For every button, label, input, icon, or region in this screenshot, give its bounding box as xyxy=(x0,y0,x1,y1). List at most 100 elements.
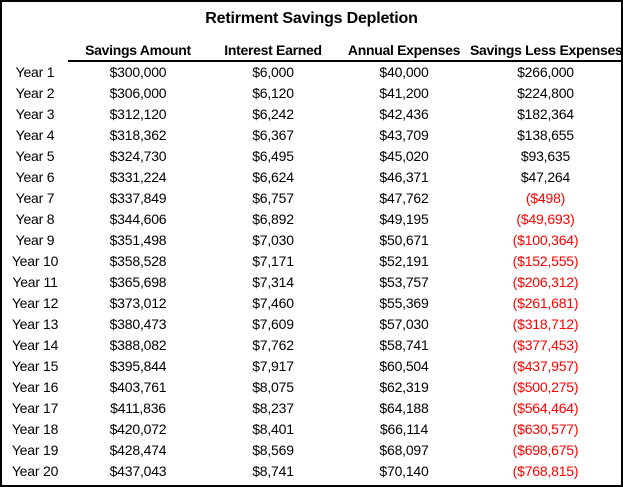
interest-earned-cell: $8,741 xyxy=(252,463,294,479)
header-annual-expenses: Annual Expenses xyxy=(338,38,470,62)
table-row: Year 16 $403,761 $8,075 $62,319 ($500,275) xyxy=(2,377,621,398)
savings-less-expenses-cell: ($261,681) xyxy=(512,295,579,311)
annual-expenses-cell: $45,020 xyxy=(379,148,429,164)
annual-expenses-cell: $64,188 xyxy=(379,400,429,416)
table-row: Year 8 $344,606 $6,892 $49,195 ($49,693) xyxy=(2,209,621,230)
table-row: Year 5 $324,730 $6,495 $45,020 $93,635 xyxy=(2,146,621,167)
annual-expenses-cell: $62,319 xyxy=(379,379,429,395)
table-row: Year 1 $300,000 $6,000 $40,000 $266,000 xyxy=(2,61,621,83)
savings-less-expenses-cell: $182,364 xyxy=(517,106,574,122)
interest-earned-cell: $7,171 xyxy=(252,253,294,269)
year-label-cell: Year 14 xyxy=(11,337,59,353)
table-row: Year 9 $351,498 $7,030 $50,671 ($100,364) xyxy=(2,230,621,251)
savings-less-expenses-cell: ($500,275) xyxy=(512,379,579,395)
interest-earned-cell: $7,917 xyxy=(252,358,294,374)
table-row: Year 12 $373,012 $7,460 $55,369 ($261,681) xyxy=(2,293,621,314)
interest-earned-cell: $6,120 xyxy=(252,85,294,101)
table-row: Year 3 $312,120 $6,242 $42,436 $182,364 xyxy=(2,104,621,125)
year-label-cell: Year 16 xyxy=(11,379,59,395)
savings-amount-cell: $324,730 xyxy=(109,148,167,164)
savings-less-expenses-cell: $47,264 xyxy=(520,169,571,185)
interest-earned-cell: $7,314 xyxy=(252,274,294,290)
interest-earned-cell: $6,367 xyxy=(252,127,294,143)
year-label-cell: Year 19 xyxy=(11,442,59,458)
interest-earned-cell: $7,609 xyxy=(252,316,294,332)
savings-less-expenses-cell: $138,655 xyxy=(517,127,574,143)
year-label-cell: Year 7 xyxy=(15,190,55,206)
year-label-cell: Year 9 xyxy=(15,232,55,248)
year-label-cell: Year 15 xyxy=(11,358,59,374)
interest-earned-cell: $6,892 xyxy=(252,211,294,227)
savings-amount-cell: $411,836 xyxy=(110,400,166,416)
table-row: Year 10 $358,528 $7,171 $52,191 ($152,555) xyxy=(2,251,621,272)
savings-less-expenses-cell: ($100,364) xyxy=(512,232,579,248)
annual-expenses-cell: $68,097 xyxy=(379,442,429,458)
interest-earned-cell: $8,569 xyxy=(252,442,294,458)
interest-earned-cell: $7,460 xyxy=(252,295,294,311)
annual-expenses-cell: $57,030 xyxy=(379,316,429,332)
interest-earned-cell: $6,624 xyxy=(252,169,294,185)
savings-amount-cell: $318,362 xyxy=(109,127,167,143)
savings-amount-cell: $358,528 xyxy=(109,253,167,269)
interest-earned-cell: $7,030 xyxy=(252,232,294,248)
annual-expenses-cell: $49,195 xyxy=(379,211,429,227)
year-label-cell: Year 18 xyxy=(11,421,59,437)
table-row: Year 4 $318,362 $6,367 $43,709 $138,655 xyxy=(2,125,621,146)
year-label-cell: Year 6 xyxy=(15,169,55,185)
annual-expenses-cell: $70,140 xyxy=(379,463,429,479)
table-row: Year 20 $437,043 $8,741 $70,140 ($768,815) xyxy=(2,461,621,482)
savings-amount-cell: $306,000 xyxy=(109,85,167,101)
interest-earned-cell: $6,757 xyxy=(252,190,294,206)
header-year-blank xyxy=(2,38,68,61)
annual-expenses-cell: $52,191 xyxy=(379,253,429,269)
annual-expenses-cell: $60,504 xyxy=(379,358,429,374)
annual-expenses-cell: $42,436 xyxy=(379,106,429,122)
header-interest-earned: Interest Earned xyxy=(208,38,338,62)
savings-less-expenses-cell: $266,000 xyxy=(517,64,574,80)
savings-less-expenses-cell: $224,800 xyxy=(517,85,574,101)
table-row: Year 11 $365,698 $7,314 $53,757 ($206,312) xyxy=(2,272,621,293)
year-label-cell: Year 2 xyxy=(15,85,55,101)
year-label-cell: Year 3 xyxy=(15,106,55,122)
savings-amount-cell: $331,224 xyxy=(109,169,167,185)
savings-less-expenses-cell: ($630,577) xyxy=(512,421,579,437)
annual-expenses-cell: $58,741 xyxy=(379,337,429,353)
year-label-cell: Year 20 xyxy=(11,463,59,479)
savings-amount-cell: $388,082 xyxy=(109,337,167,353)
table-row: Year 17 $411,836 $8,237 $64,188 ($564,464) xyxy=(2,398,621,419)
savings-amount-cell: $351,498 xyxy=(109,232,167,248)
interest-earned-cell: $8,237 xyxy=(252,400,294,416)
savings-less-expenses-cell: ($564,464) xyxy=(512,400,579,416)
table-row: Year 13 $380,473 $7,609 $57,030 ($318,712) xyxy=(2,314,621,335)
year-label-cell: Year 17 xyxy=(11,400,59,416)
interest-earned-cell: $7,762 xyxy=(252,337,294,353)
savings-less-expenses-cell: ($49,693) xyxy=(516,211,575,227)
year-label-cell: Year 1 xyxy=(15,63,55,80)
interest-earned-cell: $6,000 xyxy=(252,64,294,80)
annual-expenses-cell: $43,709 xyxy=(379,127,429,143)
year-label-cell: Year 4 xyxy=(15,127,55,143)
table-title: Retirment Savings Depletion xyxy=(205,10,418,27)
savings-less-expenses-cell: ($152,555) xyxy=(512,253,579,269)
savings-less-expenses-cell: ($206,312) xyxy=(512,274,579,290)
savings-amount-cell: $437,043 xyxy=(109,463,167,479)
savings-less-expenses-cell: ($698,675) xyxy=(512,442,579,458)
savings-amount-cell: $337,849 xyxy=(109,190,167,206)
annual-expenses-cell: $40,000 xyxy=(379,64,429,80)
savings-less-expenses-cell: ($437,957) xyxy=(512,358,579,374)
savings-less-expenses-cell: $93,635 xyxy=(520,148,571,164)
savings-amount-cell: $373,012 xyxy=(109,295,167,311)
savings-amount-cell: $403,761 xyxy=(109,379,167,395)
savings-amount-cell: $428,474 xyxy=(109,442,167,458)
table-row: Year 7 $337,849 $6,757 $47,762 ($498) xyxy=(2,188,621,209)
annual-expenses-cell: $47,762 xyxy=(379,190,429,206)
savings-less-expenses-cell: ($318,712) xyxy=(512,316,579,332)
interest-earned-cell: $8,075 xyxy=(252,379,294,395)
savings-amount-cell: $420,072 xyxy=(109,421,167,437)
header-row: Savings Amount Interest Earned Annual Ex… xyxy=(2,38,621,62)
table-row: Year 6 $331,224 $6,624 $46,371 $47,264 xyxy=(2,167,621,188)
annual-expenses-cell: $66,114 xyxy=(379,421,429,437)
interest-earned-cell: $6,495 xyxy=(252,148,294,164)
annual-expenses-cell: $55,369 xyxy=(379,295,429,311)
